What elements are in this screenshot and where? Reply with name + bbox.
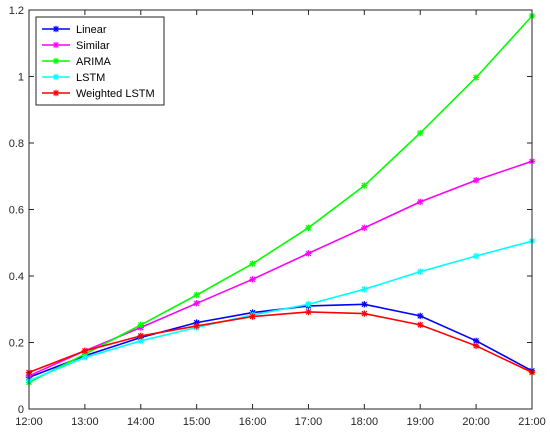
data-point-arima: [193, 291, 200, 299]
x-tick-label: 13:00: [71, 416, 99, 428]
series-lstm: [25, 237, 536, 384]
y-tick-label: 0.4: [9, 271, 24, 283]
legend-label: LSTM: [76, 72, 105, 84]
data-point-lstm: [305, 301, 312, 308]
series-linear: [25, 301, 536, 381]
axis-ticks: 12:00 13:00 14:00 15:00 16:00 17:00 18:00 19:00…: [9, 5, 546, 428]
data-point-weighted-lstm: [249, 313, 256, 320]
data-point-similar: [193, 300, 200, 307]
legend-marker: [52, 73, 60, 81]
legend-item-linear: Linear: [42, 24, 107, 36]
data-point-arima: [472, 74, 480, 81]
data-point-weighted-lstm: [305, 308, 312, 316]
data-point-weighted-lstm: [361, 310, 368, 317]
legend-label: Linear: [76, 24, 107, 36]
legend-item-arima: ARIMA: [42, 56, 112, 68]
x-tick-label: 14:00: [127, 416, 155, 428]
series-layer: [25, 12, 536, 386]
data-point-arima: [361, 182, 368, 189]
x-tick-label: 19:00: [406, 416, 434, 428]
series-line-linear: [28, 303, 533, 379]
legend: Linear Similar ARIMA LSTM Weighted LSTM: [35, 16, 165, 106]
legend-item-weighted-lstm: Weighted LSTM: [42, 88, 155, 100]
data-point-weighted-lstm: [137, 332, 144, 340]
data-point-linear: [361, 301, 368, 308]
x-tick-label: 12:00: [15, 416, 43, 428]
x-tick-label: 17:00: [295, 416, 323, 428]
data-point-arima: [305, 224, 312, 231]
data-point-weighted-lstm: [417, 321, 424, 329]
legend-marker: [52, 89, 60, 97]
data-point-similar: [249, 276, 256, 283]
data-point-similar: [361, 224, 368, 231]
legend-marker: [52, 57, 60, 65]
legend-label: ARIMA: [76, 56, 112, 68]
data-point-lstm: [472, 252, 480, 260]
data-point-arima: [137, 321, 144, 329]
data-point-weighted-lstm: [81, 347, 89, 355]
data-point-arima: [249, 260, 256, 267]
data-point-lstm: [361, 286, 368, 293]
x-tick-label: 16:00: [239, 416, 267, 428]
x-tick-label: 21:00: [518, 416, 546, 428]
data-point-similar: [417, 198, 424, 206]
y-tick-label: 0.6: [9, 205, 24, 217]
data-point-weighted-lstm: [193, 322, 200, 330]
legend-marker: [52, 41, 60, 49]
legend-label: Weighted LSTM: [76, 88, 155, 100]
data-point-arima: [417, 129, 424, 137]
series-line-arima: [28, 15, 533, 384]
data-point-weighted-lstm: [472, 342, 480, 350]
x-tick-label: 20:00: [462, 416, 490, 428]
y-tick-label: 1: [18, 72, 24, 84]
series-line-weighted-lstm: [28, 311, 533, 374]
data-point-linear: [417, 312, 424, 320]
series-weighted-lstm: [25, 308, 536, 376]
data-point-similar: [472, 177, 480, 184]
y-tick-label: 0.8: [9, 138, 24, 150]
y-tick-label: 0.2: [9, 338, 24, 350]
data-point-lstm: [417, 268, 424, 275]
legend-item-similar: Similar: [42, 40, 110, 52]
data-point-lstm: [81, 354, 89, 361]
series-line-lstm: [28, 240, 533, 382]
y-tick-label: 0: [18, 404, 24, 416]
y-tick-label: 1.2: [9, 5, 24, 17]
legend-marker: [52, 25, 60, 33]
x-tick-label: 15:00: [183, 416, 211, 428]
x-tick-label: 18:00: [351, 416, 379, 428]
legend-item-lstm: LSTM: [42, 72, 105, 84]
legend-label: Similar: [76, 40, 110, 52]
data-point-similar: [305, 250, 312, 257]
